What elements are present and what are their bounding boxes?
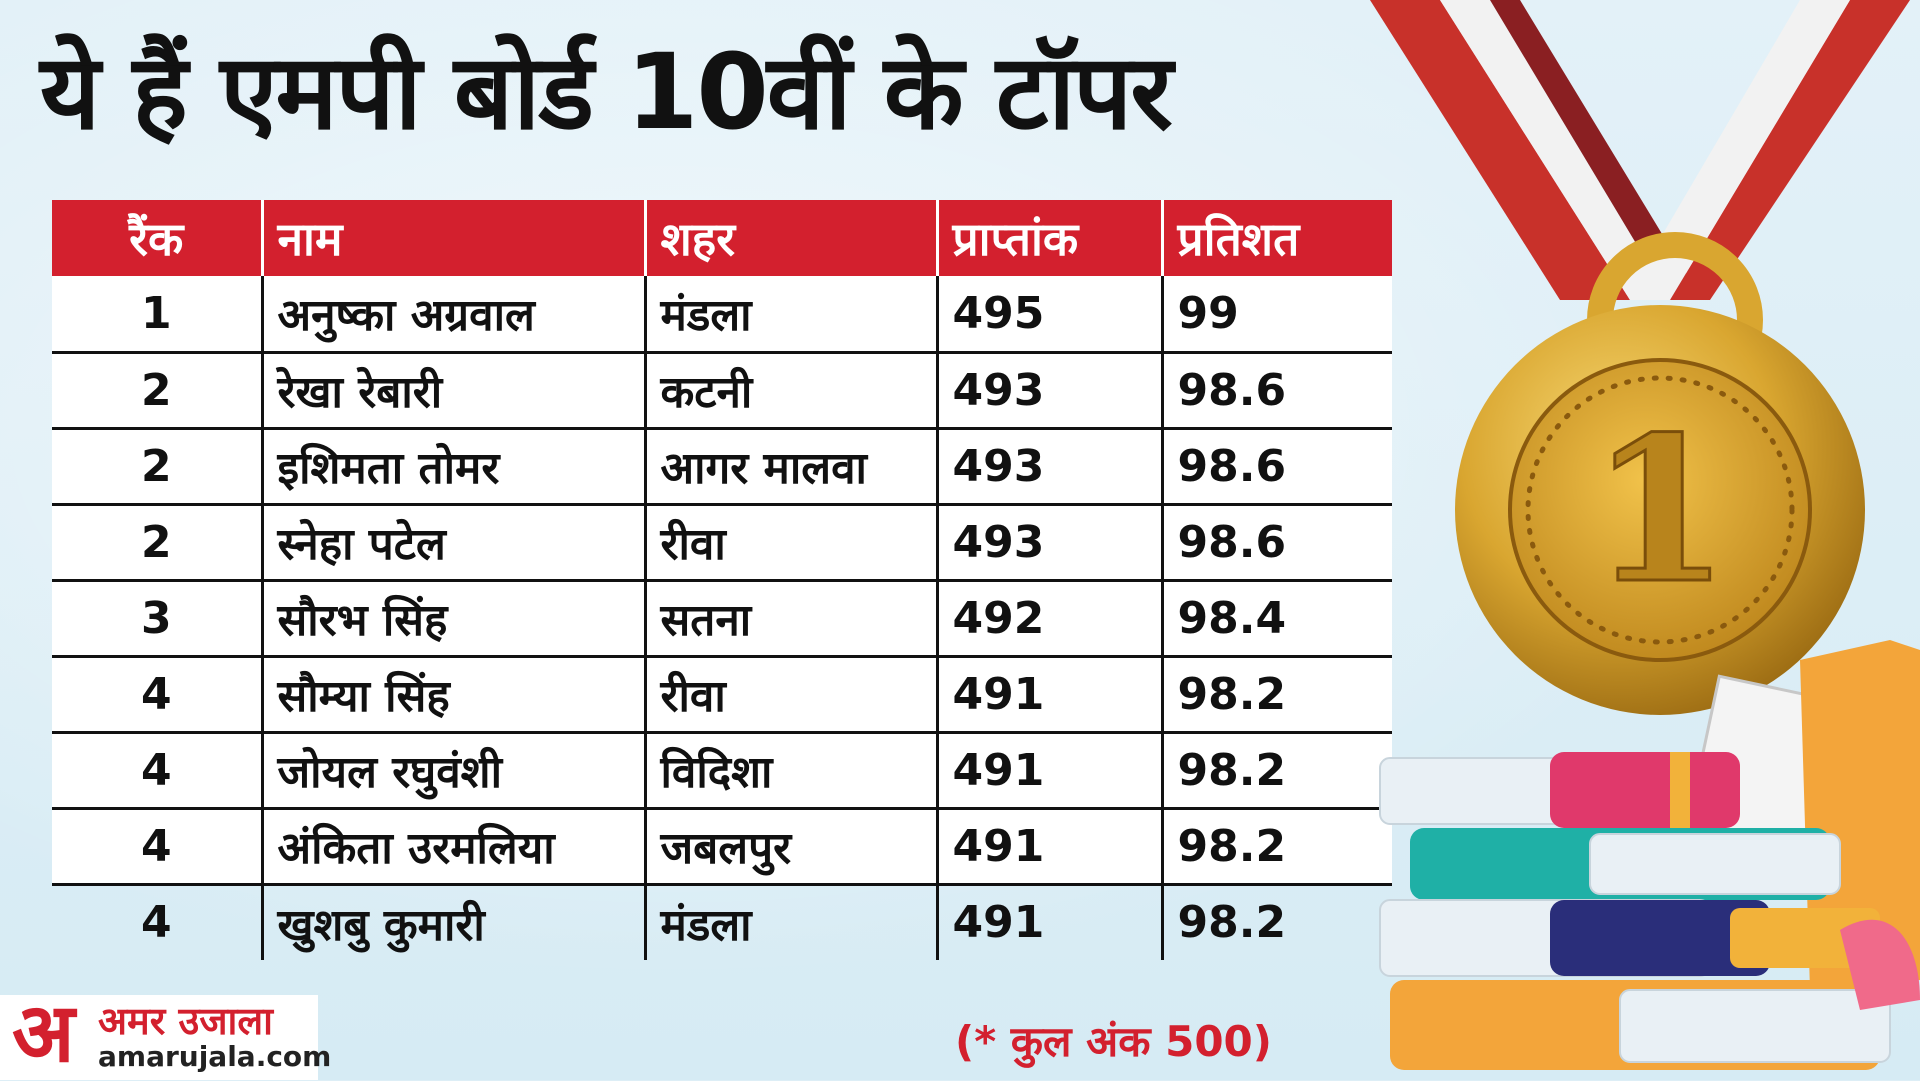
table-header-row: रैंक नाम शहर प्राप्तांक प्रतिशत (52, 200, 1392, 276)
percentage-cell: 98.2 (1160, 884, 1392, 960)
name-cell: रेखा रेबारी (260, 352, 645, 430)
amarujala-logo: अ अमर उजाला amarujala.com (0, 989, 331, 1080)
rank-cell: 4 (52, 732, 262, 810)
percentage-cell: 98.6 (1160, 428, 1392, 506)
city-cell: मंडला (643, 884, 937, 960)
rank-cell: 3 (52, 580, 262, 658)
name-cell: खुशबु कुमारी (260, 884, 645, 960)
rank-cell: 4 (52, 808, 262, 886)
marks-cell: 491 (935, 656, 1162, 734)
header-name: नाम (260, 200, 645, 276)
percentage-cell: 98.6 (1160, 352, 1392, 430)
table-row: 2 इशिमता तोमर आगर मालवा 493 98.6 (52, 428, 1392, 506)
percentage-cell: 98.4 (1160, 580, 1392, 658)
table-row: 2 रेखा रेबारी कटनी 493 98.6 (52, 352, 1392, 430)
marks-cell: 495 (935, 276, 1162, 354)
city-cell: रीवा (643, 504, 937, 582)
rank-cell: 2 (52, 352, 262, 430)
city-cell: विदिशा (643, 732, 937, 810)
rank-cell: 4 (52, 656, 262, 734)
page-title: ये हैं एमपी बोर्ड 10वीं के टॉपर (40, 31, 1173, 153)
books-stack-icon (1379, 752, 1920, 1070)
toppers-table: रैंक नाम शहर प्राप्तांक प्रतिशत 1 अनुष्क… (52, 200, 1392, 960)
total-marks-note: (* कुल अंक 500) (955, 1017, 1272, 1066)
marks-cell: 492 (935, 580, 1162, 658)
header-percentage: प्रतिशत (1160, 200, 1392, 276)
logo-domain: amarujala.com (98, 1040, 332, 1073)
marks-cell: 493 (935, 428, 1162, 506)
rank-cell: 4 (140, 897, 172, 949)
gold-medal-icon: 1 (1455, 305, 1865, 715)
percentage-cell: 98.6 (1160, 504, 1392, 582)
table-row: 1 अनुष्का अग्रवाल मंडला 495 99 (52, 276, 1392, 354)
table-row: 4 खुशबु कुमारी मंडला 491 98.2 (52, 884, 1392, 960)
name-cell: सौरभ सिंह (260, 580, 645, 658)
city-cell: रीवा (643, 656, 937, 734)
table-row: 4 अंकिता उरमलिया जबलपुर 491 98.2 (52, 808, 1392, 886)
marks-cell: 493 (935, 352, 1162, 430)
rank-cell: 2 (52, 428, 262, 506)
city-cell: आगर मालवा (643, 428, 937, 506)
header-city: शहर (643, 200, 937, 276)
city-cell: सतना (643, 580, 937, 658)
logo-glyph: अ (12, 986, 75, 1081)
table-row: 4 सौम्या सिंह रीवा 491 98.2 (52, 656, 1392, 734)
logo-name: अमर उजाला (98, 999, 273, 1043)
header-marks: प्राप्तांक (935, 200, 1162, 276)
table-row: 3 सौरभ सिंह सतना 492 98.4 (52, 580, 1392, 658)
name-cell: सौम्या सिंह (260, 656, 645, 734)
table-row: 2 स्नेहा पटेल रीवा 493 98.6 (52, 504, 1392, 582)
ribbon-icon (1370, 0, 1910, 300)
city-cell: मंडला (643, 276, 937, 354)
name-cell: स्नेहा पटेल (260, 504, 645, 582)
marks-cell: 491 (935, 808, 1162, 886)
name-cell: अनुष्का अग्रवाल (260, 276, 645, 354)
percentage-cell: 98.2 (1160, 656, 1392, 734)
percentage-cell: 98.2 (1160, 732, 1392, 810)
marks-cell: 493 (935, 504, 1162, 582)
rank-cell: 1 (52, 276, 262, 354)
percentage-cell: 99 (1160, 276, 1392, 354)
marks-cell: 491 (935, 884, 1162, 960)
header-rank: रैंक (129, 212, 184, 266)
city-cell: जबलपुर (643, 808, 937, 886)
percentage-cell: 98.2 (1160, 808, 1392, 886)
marks-cell: 491 (935, 732, 1162, 810)
rank-cell: 2 (52, 504, 262, 582)
table-row: 4 जोयल रघुवंशी विदिशा 491 98.2 (52, 732, 1392, 810)
medal-number: 1 (1590, 393, 1729, 628)
name-cell: जोयल रघुवंशी (260, 732, 645, 810)
name-cell: इशिमता तोमर (260, 428, 645, 506)
name-cell: अंकिता उरमलिया (260, 808, 645, 886)
city-cell: कटनी (643, 352, 937, 430)
medal-and-books-illustration: 1 (1370, 0, 1920, 1070)
